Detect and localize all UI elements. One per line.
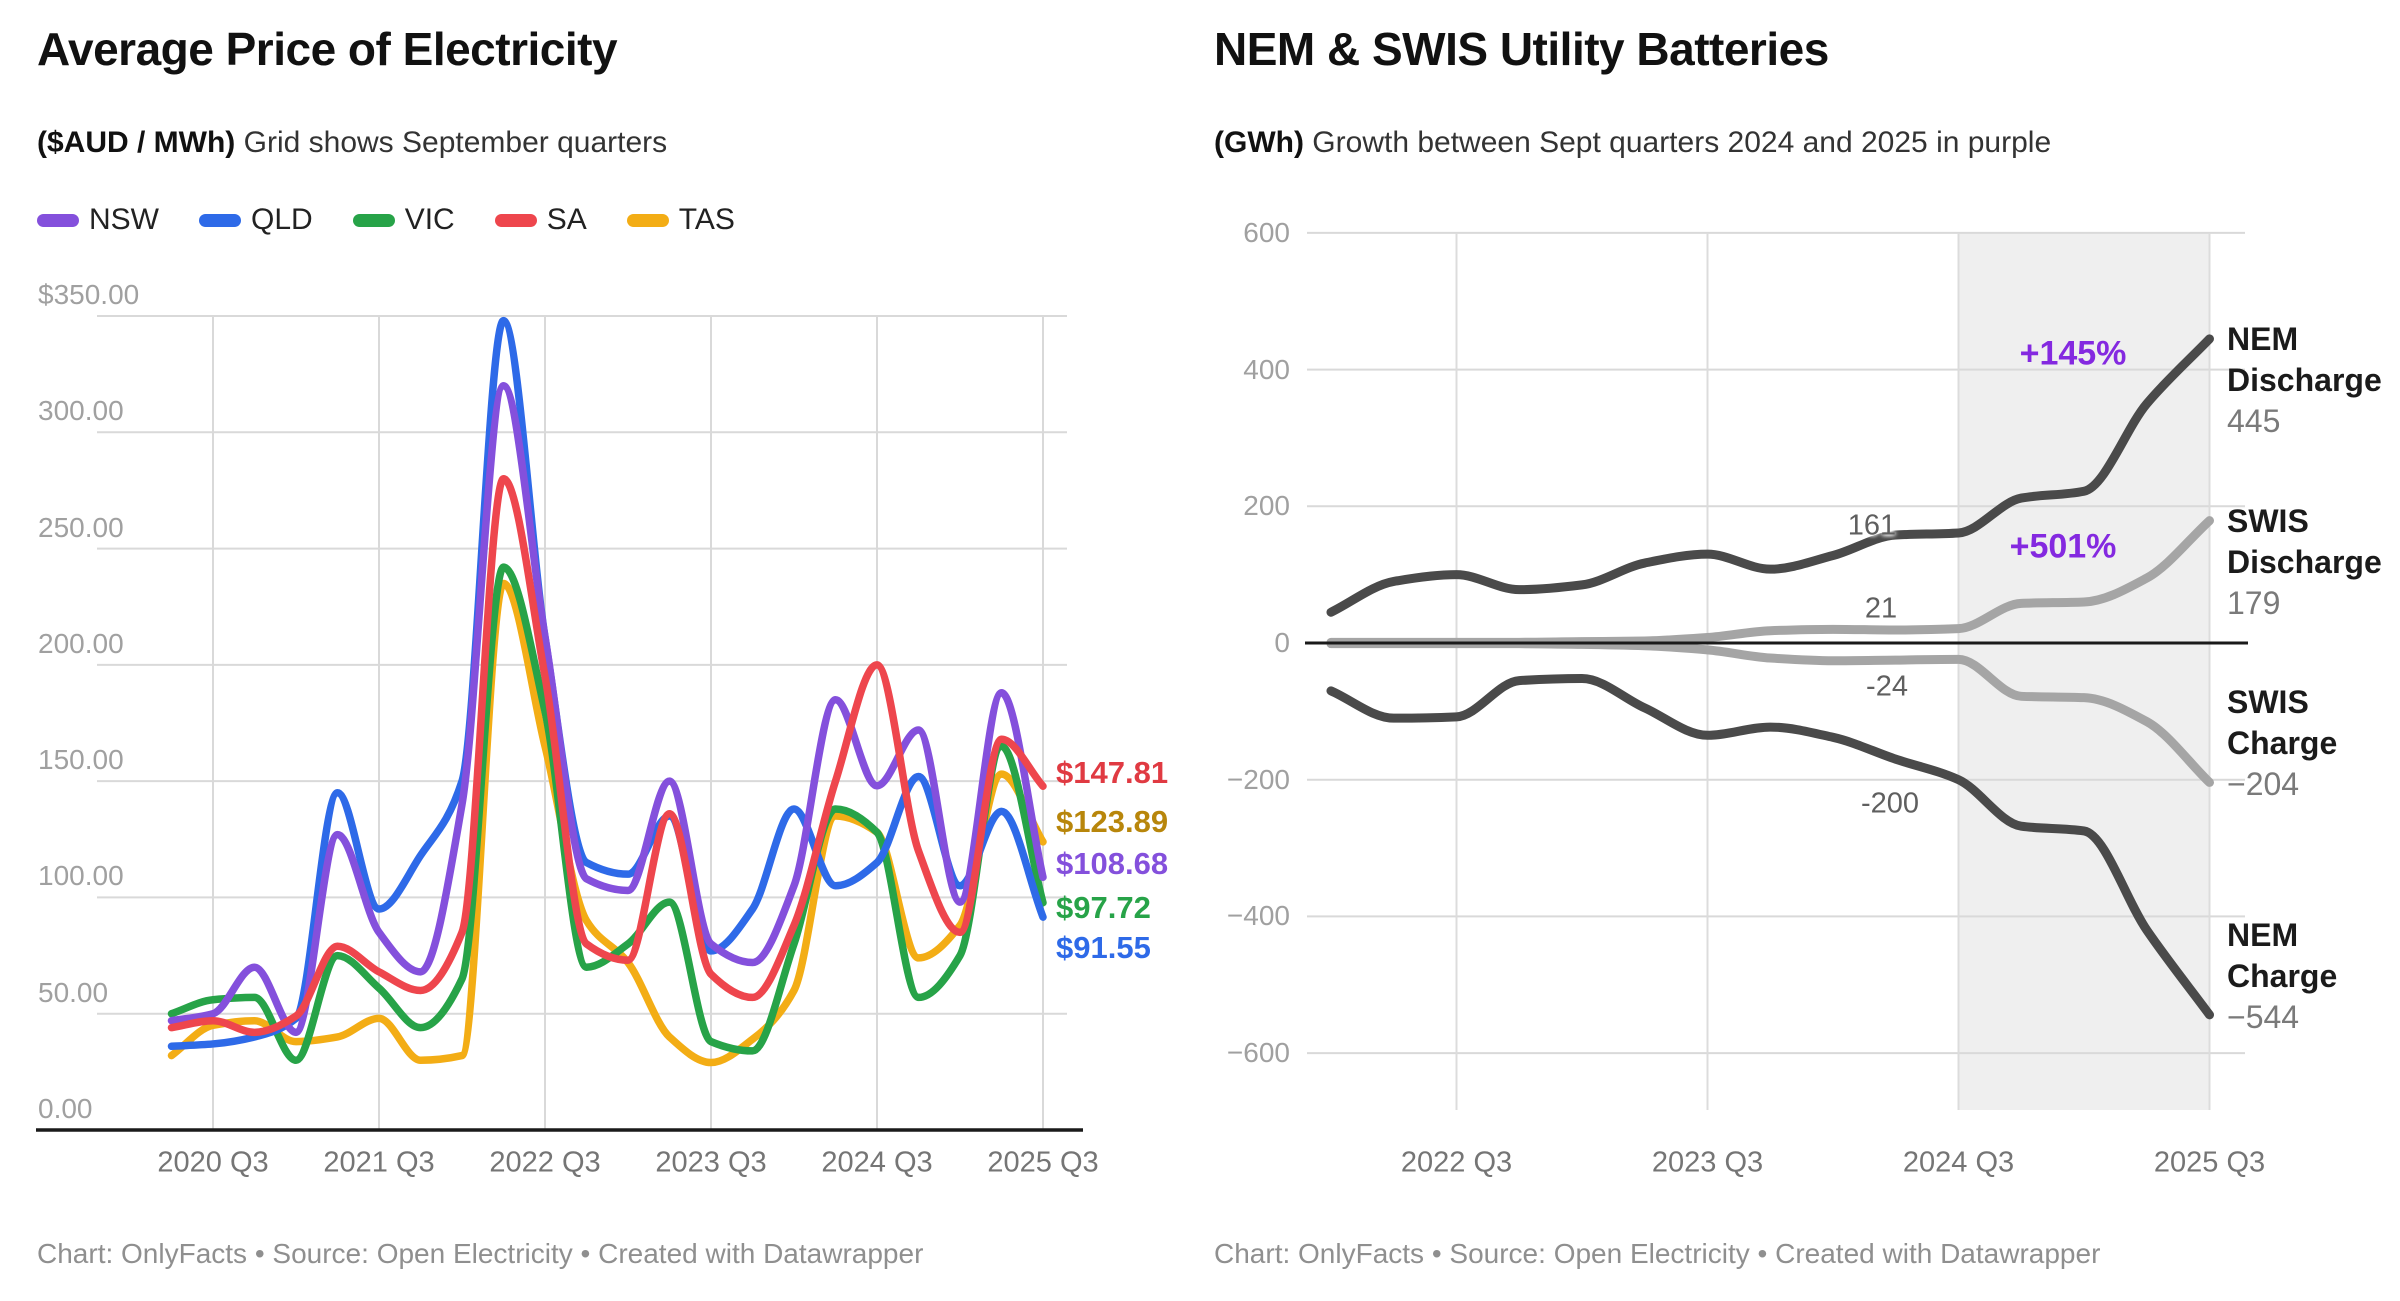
legend-item-vic: VIC	[352, 203, 455, 237]
growth-annotation-+145%: +145%	[2019, 334, 2127, 373]
end-value-label-vic: $97.72	[1056, 890, 1151, 925]
end-value-label-sa: $147.81	[1056, 755, 1169, 790]
point-label-nem-discharge: 161	[1847, 509, 1897, 542]
left-x-axis-label: 2021 Q3	[323, 1146, 435, 1179]
series-line-qld	[167, 316, 1047, 1051]
left-y-axis-label: 250.00	[38, 511, 124, 543]
series-label-nem-charge: NEM Charge −544	[2227, 915, 2337, 1038]
left-y-axis-label: 100.00	[38, 860, 124, 892]
legend-label-tas: TAS	[678, 203, 735, 236]
left-x-axis-label: 2022 Q3	[489, 1146, 601, 1179]
legend-swatch-vic	[352, 213, 395, 227]
left-chart-subtitle-unit: ($AUD / MWh)	[37, 126, 236, 159]
left-x-axis-label: 2023 Q3	[655, 1146, 767, 1179]
series-label-line: NEM	[2227, 321, 2299, 357]
right-x-axis-label: 2022 Q3	[1400, 1146, 1513, 1179]
series-line-nem-discharge	[1326, 334, 2214, 617]
right-y-axis-label: −400	[1226, 900, 1290, 932]
left-x-axis-label: 2020 Q3	[157, 1146, 269, 1179]
end-value-label-tas: $123.89	[1056, 804, 1169, 839]
legend-label-sa: SA	[546, 203, 587, 236]
left-y-axis-label: 0.00	[38, 1093, 93, 1124]
left-chart-legend: NSW QLD VIC SA TAS	[37, 203, 735, 237]
series-label-line: Charge	[2227, 725, 2338, 761]
series-label-value: 445	[2227, 403, 2281, 439]
series-label-line: SWIS	[2227, 503, 2309, 539]
right-chart-subtitle-note: Growth between Sept quarters 2024 and 20…	[1303, 126, 2052, 159]
right-y-axis-label: −600	[1226, 1037, 1290, 1069]
legend-label-nsw: NSW	[89, 203, 159, 236]
right-chart-footer: Chart: OnlyFacts • Source: Open Electric…	[1214, 1238, 2101, 1269]
legend-swatch-sa	[494, 213, 537, 227]
legend-swatch-tas	[626, 213, 669, 227]
left-chart-title: Average Price of Electricity	[37, 23, 618, 75]
right-chart-title: NEM & SWIS Utility Batteries	[1214, 23, 1829, 75]
series-label-value: −544	[2227, 999, 2300, 1035]
point-label-nem-charge: -200	[1860, 787, 1920, 820]
right-x-axis-label: 2023 Q3	[1651, 1146, 1764, 1179]
series-label-swis-charge: SWIS Charge −204	[2227, 682, 2337, 805]
right-x-axis-label: 2025 Q3	[2153, 1146, 2266, 1179]
right-y-axis-label: 0	[1274, 627, 1290, 658]
left-x-axis-label: 2024 Q3	[821, 1146, 933, 1179]
series-label-line: Charge	[2227, 958, 2338, 994]
series-label-swis-discharge: SWIS Discharge 179	[2227, 501, 2382, 624]
legend-swatch-nsw	[37, 213, 79, 227]
point-label-swis-discharge: 21	[1864, 592, 1898, 625]
left-y-axis-label: 150.00	[38, 744, 124, 776]
right-chart-subtitle-unit: (GWh)	[1214, 126, 1304, 159]
series-label-value: −204	[2227, 766, 2300, 802]
left-x-axis-label: 2025 Q3	[987, 1146, 1099, 1179]
legend-label-vic: VIC	[404, 203, 455, 236]
right-y-axis-label: 600	[1243, 216, 1290, 248]
series-line-nsw	[167, 382, 1047, 1037]
left-y-axis-label: 50.00	[38, 976, 109, 1008]
legend-item-sa: SA	[494, 203, 587, 237]
right-y-axis-label: 200	[1243, 490, 1290, 522]
left-y-axis-label: 300.00	[38, 395, 124, 427]
series-label-line: Discharge	[2227, 544, 2382, 580]
left-y-axis-label: $350.00	[38, 279, 140, 310]
legend-item-qld: QLD	[199, 203, 313, 237]
legend-item-tas: TAS	[626, 203, 735, 237]
left-y-axis-label: 200.00	[38, 627, 124, 659]
end-value-label-qld: $91.55	[1056, 930, 1151, 965]
right-y-axis-label: −200	[1226, 763, 1290, 795]
left-chart-subtitle: ($AUD / MWh) Grid shows September quarte…	[37, 126, 667, 160]
series-label-line: SWIS	[2227, 684, 2309, 720]
left-chart-subtitle-note: Grid shows September quarters	[235, 126, 668, 159]
legend-swatch-qld	[199, 213, 241, 227]
series-label-value: 179	[2227, 585, 2281, 621]
series-label-line: NEM	[2227, 917, 2299, 953]
left-chart-footer: Chart: OnlyFacts • Source: Open Electric…	[37, 1238, 924, 1269]
series-label-line: Discharge	[2227, 362, 2382, 398]
right-chart-subtitle: (GWh) Growth between Sept quarters 2024 …	[1214, 126, 2051, 160]
series-line-nem-charge	[1326, 674, 2214, 1020]
legend-label-qld: QLD	[251, 203, 313, 236]
right-x-axis-label: 2024 Q3	[1902, 1146, 2015, 1179]
series-line-sa	[167, 475, 1047, 1037]
right-y-axis-label: 400	[1243, 353, 1290, 385]
point-label-swis-charge: -24	[1866, 670, 1908, 703]
series-label-nem-discharge: NEM Discharge 445	[2227, 319, 2382, 442]
end-value-label-nsw: $108.68	[1056, 846, 1169, 881]
legend-item-nsw: NSW	[37, 203, 159, 237]
series-line-tas	[167, 579, 1047, 1067]
growth-annotation-+501%: +501%	[2009, 527, 2117, 566]
